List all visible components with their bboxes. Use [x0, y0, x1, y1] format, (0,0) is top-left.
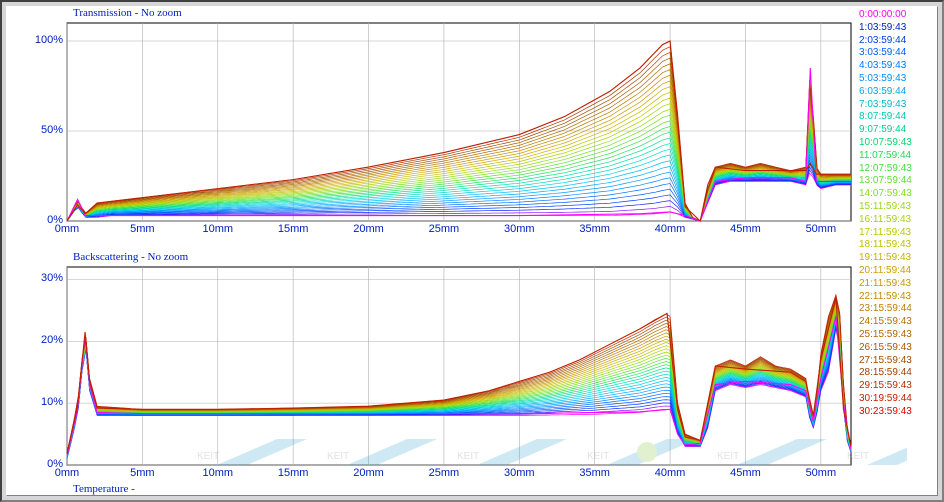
legend-item[interactable]: 5:03:59:43: [859, 73, 935, 86]
legend-item[interactable]: 30:23:59:43: [859, 406, 935, 419]
window-frame: Transmission - No zoom 0%50%100%0mm5mm10…: [0, 0, 944, 502]
x-tick-label: 25mm: [429, 223, 460, 235]
x-tick-label: 15mm: [278, 223, 309, 235]
legend-item[interactable]: 23:15:59:44: [859, 303, 935, 316]
transmission-plot-svg: [67, 23, 851, 221]
x-tick-label: 10mm: [202, 467, 233, 479]
legend-item[interactable]: 27:15:59:43: [859, 355, 935, 368]
legend-item[interactable]: 26:15:59:43: [859, 342, 935, 355]
x-tick-label: 40mm: [655, 467, 686, 479]
legend-item[interactable]: 16:11:59:43: [859, 214, 935, 227]
legend-item[interactable]: 6:03:59:44: [859, 86, 935, 99]
x-tick-label: 5mm: [130, 467, 154, 479]
x-tick-label: 0mm: [55, 223, 79, 235]
legend-item[interactable]: 24:15:59:43: [859, 316, 935, 329]
legend-item[interactable]: 18:11:59:43: [859, 239, 935, 252]
y-tick-label: 100%: [7, 34, 63, 46]
legend-item[interactable]: 7:03:59:43: [859, 99, 935, 112]
x-tick-label: 20mm: [353, 467, 384, 479]
legend-item[interactable]: 29:15:59:43: [859, 380, 935, 393]
y-tick-label: 10%: [7, 396, 63, 408]
y-tick-label: 20%: [7, 334, 63, 346]
x-tick-label: 25mm: [429, 467, 460, 479]
legend-item[interactable]: 11:07:59:44: [859, 150, 935, 163]
legend-item[interactable]: 19:11:59:43: [859, 252, 935, 265]
x-tick-label: 50mm: [806, 467, 837, 479]
truncated-title: Temperature -: [73, 483, 135, 495]
y-tick-label: 30%: [7, 272, 63, 284]
x-tick-label: 40mm: [655, 223, 686, 235]
chart-title: Transmission - No zoom: [73, 7, 182, 19]
legend-item[interactable]: 4:03:59:43: [859, 60, 935, 73]
x-tick-label: 10mm: [202, 223, 233, 235]
legend-item[interactable]: 17:11:59:43: [859, 227, 935, 240]
charts-column: Transmission - No zoom 0%50%100%0mm5mm10…: [7, 7, 855, 495]
legend-item[interactable]: 20:11:59:44: [859, 265, 935, 278]
chart-title: Backscattering - No zoom: [73, 251, 188, 263]
legend-item[interactable]: 22:11:59:43: [859, 291, 935, 304]
legend-item[interactable]: 25:15:59:43: [859, 329, 935, 342]
legend-item[interactable]: 21:11:59:43: [859, 278, 935, 291]
x-tick-label: 20mm: [353, 223, 384, 235]
transmission-chart: Transmission - No zoom 0%50%100%0mm5mm10…: [7, 7, 855, 251]
x-tick-label: 45mm: [730, 223, 761, 235]
legend-item[interactable]: 8:07:59:44: [859, 111, 935, 124]
legend-item[interactable]: 14:07:59:43: [859, 188, 935, 201]
x-tick-label: 45mm: [730, 467, 761, 479]
legend-item[interactable]: 0:00:00:00: [859, 9, 935, 22]
x-tick-label: 30mm: [504, 223, 535, 235]
legend-item[interactable]: 3:03:59:44: [859, 47, 935, 60]
x-tick-label: 35mm: [579, 467, 610, 479]
backscattering-chart: Backscattering - No zoom KEITKEITKEITKEI…: [7, 251, 855, 495]
plot-area[interactable]: [67, 23, 851, 221]
legend-item[interactable]: 10:07:59:43: [859, 137, 935, 150]
x-tick-label: 5mm: [130, 223, 154, 235]
legend-item[interactable]: 30:19:59:44: [859, 393, 935, 406]
y-tick-label: 50%: [7, 124, 63, 136]
legend-item[interactable]: 1:03:59:43: [859, 22, 935, 35]
legend-item[interactable]: 9:07:59:44: [859, 124, 935, 137]
x-tick-label: 30mm: [504, 467, 535, 479]
x-tick-label: 35mm: [579, 223, 610, 235]
legend-item[interactable]: 12:07:59:43: [859, 163, 935, 176]
window-client: Transmission - No zoom 0%50%100%0mm5mm10…: [6, 6, 938, 496]
legend-item[interactable]: 13:07:59:44: [859, 175, 935, 188]
plot-area[interactable]: KEITKEITKEITKEITKEITKEIT: [67, 267, 851, 465]
time-legend: 0:00:00:001:03:59:432:03:59:443:03:59:44…: [855, 7, 937, 495]
legend-item[interactable]: 28:15:59:44: [859, 367, 935, 380]
backscattering-plot-svg: [67, 267, 851, 465]
legend-item[interactable]: 2:03:59:44: [859, 35, 935, 48]
x-tick-label: 50mm: [806, 223, 837, 235]
legend-item[interactable]: 15:11:59:43: [859, 201, 935, 214]
x-tick-label: 15mm: [278, 467, 309, 479]
x-tick-label: 0mm: [55, 467, 79, 479]
